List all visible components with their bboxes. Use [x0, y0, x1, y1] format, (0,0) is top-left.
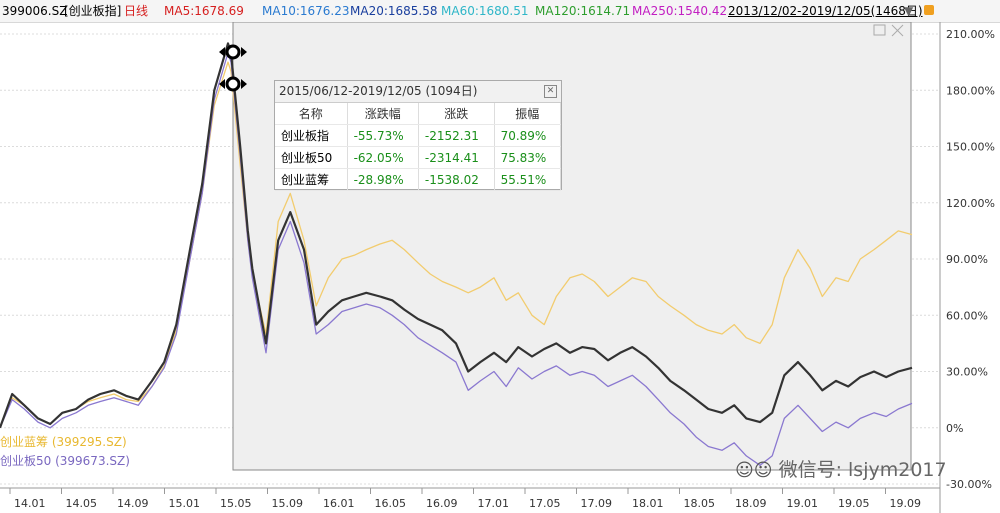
watermark: ☺☺ 微信号: lsjym2017 — [735, 455, 947, 482]
close-icon[interactable]: ✕ — [544, 85, 557, 98]
stats-header-cell: 涨跌幅 — [347, 103, 419, 125]
symbol-label: 399006.SZ — [2, 4, 68, 18]
index-name-label: [创业板指] — [64, 4, 122, 18]
legend-chinext50: 创业板50 (399673.SZ) — [0, 454, 130, 468]
stats-cell: -2314.41 — [418, 146, 495, 169]
chart-header: 399006.SZ [创业板指] 日线 MA5:1678.69 MA10:167… — [0, 0, 1000, 23]
series-line-0 — [0, 42, 913, 429]
stats-row: 创业蓝筹 -28.98% -1538.02 55.51% — [275, 168, 562, 191]
x-tick-label: 17.01 — [478, 497, 510, 510]
x-tick-label: 14.05 — [66, 497, 98, 510]
watermark-text: 微信号: lsjym2017 — [778, 459, 947, 481]
y-tick-label: -30.00% — [946, 478, 992, 491]
x-tick-label: 19.09 — [890, 497, 922, 510]
ma120-label: MA120:1614.71 — [535, 4, 631, 18]
stats-cell: 75.83% — [494, 146, 562, 169]
stats-cell: 创业板50 — [275, 146, 348, 169]
y-tick-label: 60.00% — [946, 309, 988, 322]
drag-handle-bottom-icon[interactable] — [219, 76, 247, 92]
x-tick-label: 14.01 — [14, 497, 46, 510]
stats-cell: -1538.02 — [418, 168, 495, 191]
lock-icon[interactable] — [924, 5, 934, 15]
popup-title: 2015/06/12-2019/12/05 (1094日) ✕ — [275, 81, 561, 103]
x-tick-label: 15.01 — [169, 497, 201, 510]
popup-title-text: 2015/06/12-2019/12/05 (1094日) — [279, 84, 478, 98]
wechat-icon: ☺☺ — [735, 460, 773, 481]
drag-handle-top-icon[interactable] — [219, 44, 247, 60]
ma20-label: MA20:1685.58 — [350, 4, 438, 18]
stats-cell: -28.98% — [347, 168, 419, 191]
stats-cell: 创业板指 — [275, 124, 348, 147]
ma60-label: MA60:1680.51 — [441, 4, 529, 18]
ma5-label: MA5:1678.69 — [164, 4, 244, 18]
y-tick-label: 0% — [946, 422, 963, 435]
stats-header-cell: 涨跌 — [418, 103, 495, 125]
y-tick-label: 90.00% — [946, 253, 988, 266]
x-tick-label: 15.05 — [220, 497, 252, 510]
period-label[interactable]: 日线 — [124, 4, 149, 18]
stats-header-cell: 名称 — [275, 103, 348, 125]
x-tick-label: 16.05 — [375, 497, 407, 510]
y-tick-label: 210.00% — [946, 28, 995, 41]
y-tick-label: 150.00% — [946, 141, 995, 154]
stats-cell: -2152.31 — [418, 124, 495, 147]
series-line-1 — [0, 52, 913, 466]
x-tick-label: 14.09 — [117, 497, 149, 510]
x-tick-label: 17.05 — [529, 497, 561, 510]
x-tick-label: 15.09 — [272, 497, 304, 510]
ma10-label: MA10:1676.23 — [262, 4, 350, 18]
dropdown-arrow-icon[interactable]: ▼ — [904, 4, 914, 18]
range-stats-popup: 2015/06/12-2019/12/05 (1094日) ✕ 名称 涨跌幅 涨跌振… — [274, 80, 562, 191]
stats-header-row: 名称 涨跌幅 涨跌 振幅 — [275, 103, 562, 125]
stats-cell: 70.89% — [494, 124, 562, 147]
x-tick-label: 18.01 — [632, 497, 664, 510]
date-range-label[interactable]: 2013/12/02-2019/12/05(1468日) — [728, 4, 923, 18]
y-tick-label: 180.00% — [946, 84, 995, 97]
stats-row: 创业板50 -62.05% -2314.41 75.83% — [275, 146, 562, 169]
y-tick-label: 120.00% — [946, 197, 995, 210]
stats-cell: 55.51% — [494, 168, 562, 191]
stats-header-cell: 振幅 — [494, 103, 562, 125]
x-tick-label: 16.01 — [323, 497, 355, 510]
window-icons[interactable] — [873, 24, 904, 37]
ma250-label: MA250:1540.42 — [632, 4, 728, 18]
stats-row: 创业板指 -55.73% -2152.31 70.89% — [275, 124, 562, 147]
x-tick-label: 18.09 — [735, 497, 767, 510]
x-tick-label: 19.05 — [838, 497, 870, 510]
x-tick-label: 16.09 — [426, 497, 458, 510]
stats-table: 名称 涨跌幅 涨跌 振幅 创业板指 -55.73% -2152.31 70.89% 创业板50… — [275, 103, 562, 191]
x-tick-label: 18.05 — [684, 497, 716, 510]
y-tick-label: 30.00% — [946, 366, 988, 379]
stats-cell: -55.73% — [347, 124, 419, 147]
stats-cell: 创业蓝筹 — [275, 168, 348, 191]
x-tick-label: 19.01 — [787, 497, 819, 510]
stats-cell: -62.05% — [347, 146, 419, 169]
x-tick-label: 17.09 — [581, 497, 613, 510]
legend-bluechip: 创业蓝筹 (399295.SZ) — [0, 435, 127, 449]
